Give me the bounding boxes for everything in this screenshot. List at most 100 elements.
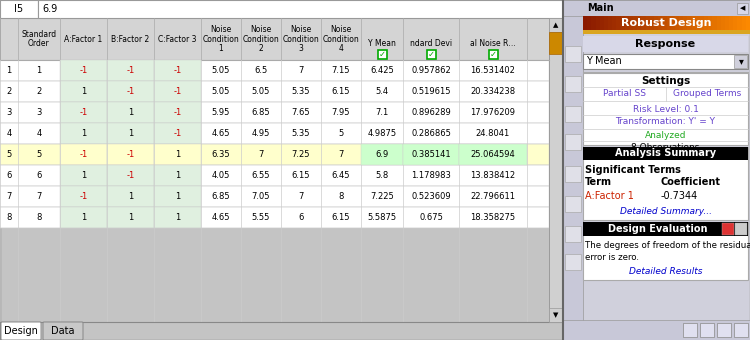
Bar	[604, 16, 609, 34]
Text: Y Mean: Y Mean	[586, 56, 622, 67]
Text: 22.796611: 22.796611	[470, 192, 515, 201]
Text: -1: -1	[126, 150, 135, 159]
Bar	[0, 81, 549, 102]
Bar	[735, 223, 747, 235]
Text: 6.9: 6.9	[42, 4, 57, 14]
Bar	[638, 16, 643, 34]
Bar	[608, 16, 613, 34]
Bar	[0, 60, 549, 81]
Text: 0.523609: 0.523609	[411, 192, 451, 201]
Text: 7: 7	[36, 192, 42, 201]
Bar	[565, 46, 581, 62]
Bar	[427, 50, 436, 58]
Bar	[692, 16, 697, 34]
Text: 4.95: 4.95	[252, 129, 270, 138]
Bar	[60, 186, 107, 207]
Bar	[107, 60, 154, 81]
Text: -1: -1	[126, 66, 135, 75]
Bar	[583, 36, 748, 52]
Text: -1: -1	[80, 150, 88, 159]
Bar	[154, 102, 201, 123]
Bar	[629, 16, 634, 34]
Text: 5.05: 5.05	[211, 66, 230, 75]
Bar	[0, 207, 549, 228]
Bar	[565, 166, 581, 182]
Bar	[633, 16, 638, 34]
Text: -1: -1	[80, 108, 88, 117]
FancyBboxPatch shape	[1, 322, 41, 340]
Text: The degrees of freedom of the residual: The degrees of freedom of the residual	[585, 241, 750, 251]
Bar	[737, 16, 742, 34]
Text: 8: 8	[36, 213, 42, 222]
Bar	[734, 323, 748, 337]
Text: Noise
Condition
2: Noise Condition 2	[243, 25, 279, 53]
Bar	[549, 18, 563, 32]
Bar	[600, 16, 604, 34]
Text: 6.85: 6.85	[211, 192, 230, 201]
Text: Significant Terms: Significant Terms	[585, 165, 681, 175]
Bar	[60, 165, 107, 186]
Bar	[683, 16, 688, 34]
Text: 2: 2	[6, 87, 12, 96]
Bar	[734, 55, 747, 68]
Bar	[565, 196, 581, 212]
Text: Detailed Summary...: Detailed Summary...	[620, 207, 712, 217]
Text: 5: 5	[6, 150, 12, 159]
Text: 7.65: 7.65	[292, 108, 310, 117]
Text: ▼: ▼	[554, 312, 559, 318]
Text: Noise
Condition
3: Noise Condition 3	[283, 25, 320, 53]
Bar	[154, 144, 201, 165]
Bar	[583, 222, 748, 280]
Bar	[679, 16, 684, 34]
Bar	[60, 144, 107, 165]
Bar	[154, 165, 201, 186]
Text: 18.358275: 18.358275	[470, 213, 515, 222]
FancyBboxPatch shape	[43, 322, 83, 340]
Bar	[742, 16, 747, 34]
Bar	[154, 81, 201, 102]
Bar	[403, 144, 459, 165]
Text: Term: Term	[585, 177, 612, 187]
Text: Partial SS: Partial SS	[603, 89, 646, 99]
Bar	[704, 16, 710, 34]
Text: 0.385141: 0.385141	[411, 150, 451, 159]
Text: A:Factor 1: A:Factor 1	[585, 191, 634, 201]
Text: 1: 1	[36, 66, 42, 75]
Bar	[737, 3, 748, 14]
Text: 0.286865: 0.286865	[411, 129, 451, 138]
Text: Design: Design	[4, 326, 38, 336]
Text: 6.15: 6.15	[332, 213, 350, 222]
Bar	[563, 0, 750, 340]
Text: -1: -1	[173, 129, 182, 138]
Bar	[549, 32, 563, 54]
Text: 5.95: 5.95	[211, 108, 230, 117]
Bar	[716, 16, 722, 34]
Bar	[107, 123, 154, 144]
Bar	[154, 207, 201, 228]
Text: Data: Data	[51, 326, 75, 336]
Bar	[565, 254, 581, 270]
Text: 17.976209: 17.976209	[470, 108, 515, 117]
Text: 6.35: 6.35	[211, 150, 230, 159]
Text: 6.85: 6.85	[252, 108, 270, 117]
Text: al Noise R…: al Noise R…	[470, 38, 516, 48]
Bar	[361, 144, 403, 165]
Text: 7.225: 7.225	[370, 192, 394, 201]
Text: 8: 8	[6, 213, 12, 222]
Text: -1: -1	[126, 87, 135, 96]
Text: Grouped Terms: Grouped Terms	[673, 89, 741, 99]
Text: 6.9: 6.9	[375, 150, 388, 159]
Bar	[583, 30, 750, 34]
Text: 6: 6	[6, 171, 12, 180]
Text: 8: 8	[338, 192, 344, 201]
Text: ▾: ▾	[739, 56, 743, 67]
Text: 1: 1	[81, 129, 86, 138]
Text: Detailed Results: Detailed Results	[628, 268, 702, 276]
Bar	[563, 0, 583, 340]
Text: 7: 7	[258, 150, 264, 159]
Text: 13.838412: 13.838412	[470, 171, 515, 180]
Text: 1: 1	[175, 150, 180, 159]
Text: 5.4: 5.4	[376, 87, 388, 96]
Text: 16.531402: 16.531402	[470, 66, 515, 75]
Text: 1: 1	[81, 171, 86, 180]
